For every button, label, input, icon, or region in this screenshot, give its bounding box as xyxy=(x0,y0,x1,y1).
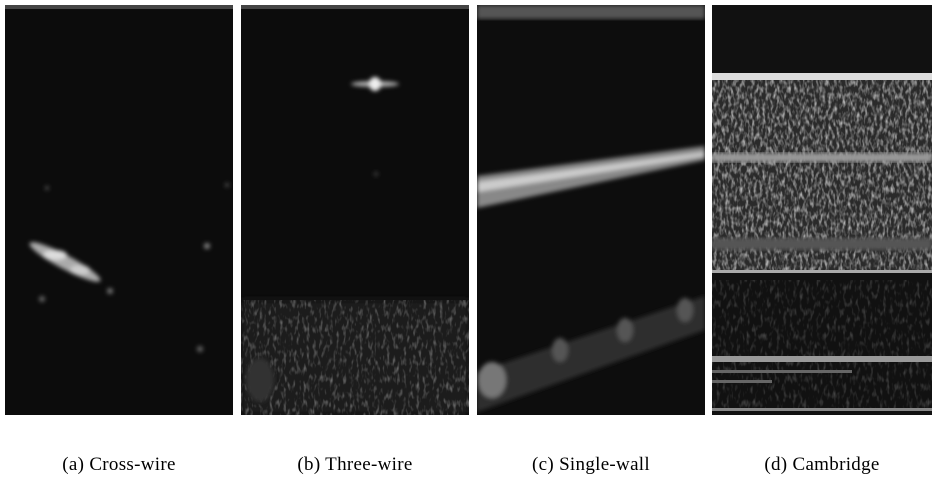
panel-d xyxy=(712,5,932,415)
caption: (a) Cross-wire xyxy=(62,454,176,475)
caption: (d) Cambridge xyxy=(764,454,880,475)
caption: (c) Single-wall xyxy=(532,454,650,475)
caption: (b) Three-wire xyxy=(297,454,413,475)
panel-a xyxy=(5,5,233,415)
panel-c xyxy=(477,5,705,415)
panel-b xyxy=(241,5,469,415)
ultrasound-images xyxy=(5,5,932,415)
